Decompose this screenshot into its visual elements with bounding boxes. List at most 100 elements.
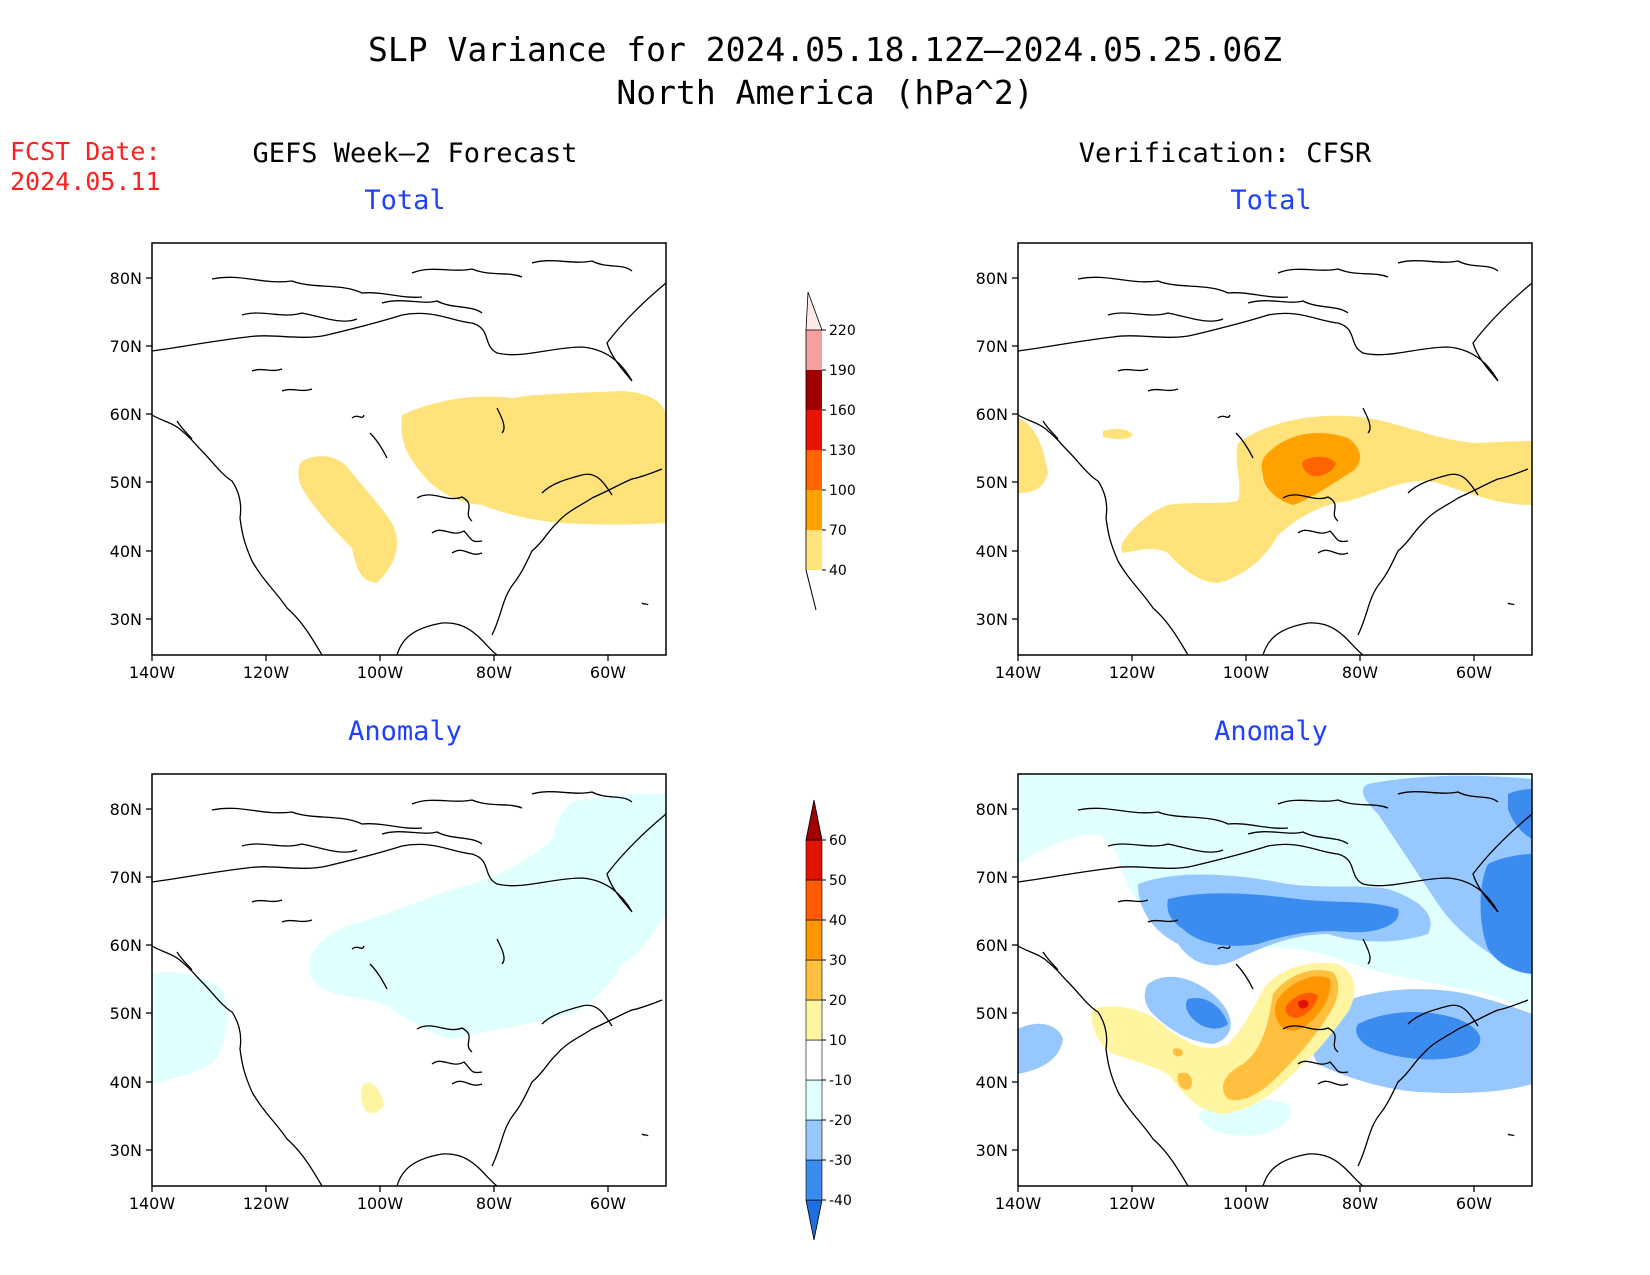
lat-tick-label: 40N: [110, 542, 142, 561]
colorbar-anomaly: -40 -30 -20 -10 10 20 30 40 50 60: [805, 799, 852, 1241]
panel-verification-anomaly: [1017, 773, 1533, 1187]
lon-tick-label: 60W: [590, 1194, 626, 1213]
lat-tick-label: 40N: [110, 1073, 142, 1092]
lon-tick-label: 60W: [1456, 663, 1492, 682]
colorbar-total: 40 70 100 130 160 190 220: [805, 291, 856, 611]
colorbar-label: 190: [829, 363, 856, 379]
panel-forecast-anomaly: [151, 773, 667, 1187]
contour-fill: [1018, 418, 1048, 493]
lon-tick-label: 120W: [243, 1194, 290, 1213]
lat-tick-label: 50N: [976, 1004, 1008, 1023]
colorbar-swatch: [805, 1199, 823, 1241]
colorbar-swatch: [806, 530, 822, 570]
lon-tick-label: 80W: [476, 663, 512, 682]
lon-tick-label: 120W: [243, 663, 290, 682]
lon-tick-label: 80W: [476, 1194, 512, 1213]
lon-tick-label: 100W: [1223, 1194, 1270, 1213]
colorbar-swatch: [805, 799, 823, 841]
contour-fill: [361, 1082, 384, 1114]
colorbar-label: 60: [829, 833, 847, 849]
lat-tick-label: 70N: [976, 868, 1008, 887]
lat-tick-label: 30N: [110, 610, 142, 629]
lon-tick-label: 80W: [1342, 663, 1378, 682]
contour-fill: [1121, 415, 1532, 583]
lat-tick-label: 60N: [976, 936, 1008, 955]
colorbar-label: 130: [829, 443, 856, 459]
colorbar-swatch: [805, 1039, 823, 1081]
lon-tick-label: 120W: [1109, 1194, 1156, 1213]
lon-tick-label: 140W: [129, 663, 176, 682]
lat-tick-label: 80N: [976, 269, 1008, 288]
contour-fill: [309, 793, 666, 1039]
contour-fill: [401, 391, 666, 525]
colorbar-swatch: [805, 879, 823, 921]
contour-fill: [1508, 789, 1532, 839]
contour-fill: [1480, 854, 1532, 974]
colorbar-swatch: [806, 450, 822, 490]
lon-tick-label: 120W: [1109, 663, 1156, 682]
colorbar-swatch: [806, 370, 822, 410]
lat-tick-label: 30N: [976, 610, 1008, 629]
fcst-date-label: FCST Date: 2024.05.11: [10, 137, 161, 197]
lat-tick-label: 30N: [976, 1141, 1008, 1160]
lon-tick-label: 60W: [1456, 1194, 1492, 1213]
colorbar-swatch: [806, 490, 822, 530]
lat-tick-label: 80N: [110, 800, 142, 819]
lon-tick-label: 140W: [129, 1194, 176, 1213]
right-column-title: Verification: CFSR: [1078, 138, 1372, 169]
colorbar-swatch: [806, 330, 822, 370]
main-subtitle: North America (hPa^2): [616, 73, 1034, 112]
colorbar-label: 30: [829, 953, 847, 969]
fcst-date: 2024.05.11: [10, 167, 161, 196]
colorbar-swatch: [805, 1159, 823, 1201]
contour-fill: [1185, 998, 1228, 1029]
contour-fill: [1018, 1023, 1063, 1074]
lat-tick-label: 60N: [976, 405, 1008, 424]
contour-fill: [152, 972, 228, 1084]
lon-tick-label: 140W: [995, 663, 1042, 682]
contour-fill: [1172, 1048, 1183, 1057]
panel-title-forecast-total: Total: [364, 185, 446, 216]
colorbar-swatch: [805, 1119, 823, 1161]
lon-tick-label: 100W: [357, 663, 404, 682]
panel-title-verification-anomaly: Anomaly: [1214, 716, 1328, 747]
lat-tick-label: 40N: [976, 542, 1008, 561]
colorbar-edge: [805, 569, 817, 611]
lat-tick-label: 60N: [110, 936, 142, 955]
lon-tick-label: 60W: [590, 663, 626, 682]
lat-tick-label: 60N: [110, 405, 142, 424]
axes-layer: 80N 70N 60N 50N 40N 30N 140W 120W 100W 80W 60W 80N 7…: [110, 269, 1493, 1213]
colorbar-label: -40: [829, 1193, 852, 1209]
contour-fill: [1167, 893, 1399, 946]
lon-tick-label: 100W: [357, 1194, 404, 1213]
contour-fill: [1177, 1072, 1193, 1090]
left-column-title: GEFS Week–2 Forecast: [252, 138, 578, 169]
lat-tick-label: 80N: [110, 269, 142, 288]
lon-tick-label: 140W: [995, 1194, 1042, 1213]
colorbar-swatch: [805, 959, 823, 1001]
colorbar-label: 70: [829, 523, 847, 539]
lon-tick-label: 100W: [1223, 663, 1270, 682]
lat-tick-label: 70N: [976, 337, 1008, 356]
contour-fill: [1103, 428, 1133, 439]
panel-title-forecast-anomaly: Anomaly: [348, 716, 462, 747]
colorbar-swatch: [806, 410, 822, 450]
colorbar-label: 20: [829, 993, 847, 1009]
colorbar-label: -10: [829, 1073, 852, 1089]
colorbar-swatch: [805, 1079, 823, 1121]
colorbar-label: 100: [829, 483, 856, 499]
colorbar-label: 160: [829, 403, 856, 419]
contour-fill: [1302, 456, 1336, 477]
lat-tick-label: 30N: [110, 1141, 142, 1160]
lat-tick-label: 50N: [110, 473, 142, 492]
lat-tick-label: 70N: [110, 337, 142, 356]
panel-title-verification-total: Total: [1230, 185, 1312, 216]
colorbar-label: -30: [829, 1153, 852, 1169]
colorbar-label: -20: [829, 1113, 852, 1129]
colorbar-swatch: [805, 839, 823, 881]
lat-tick-label: 80N: [976, 800, 1008, 819]
colorbar-swatch: [805, 999, 823, 1041]
lat-tick-label: 50N: [976, 473, 1008, 492]
contour-fill: [298, 456, 397, 583]
